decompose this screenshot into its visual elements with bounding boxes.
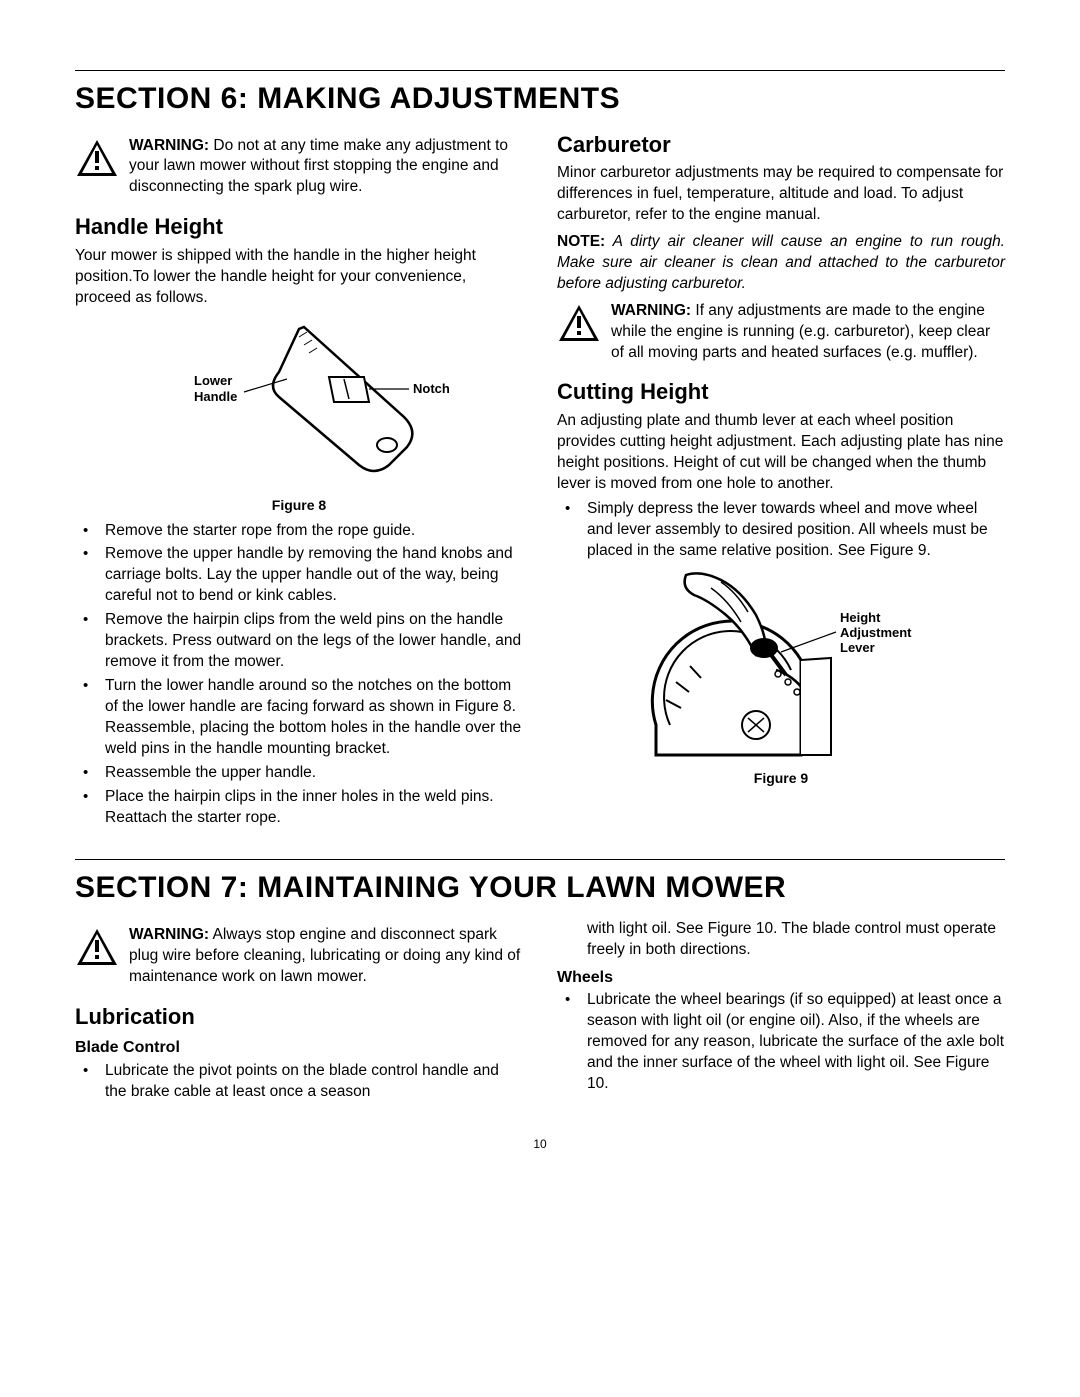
carburetor-note: NOTE: A dirty air cleaner will cause an … — [557, 232, 1005, 295]
figure8-caption: Figure 8 — [75, 496, 523, 515]
fig8-label-lower2: Handle — [194, 389, 237, 404]
handle-bullet: Remove the upper handle by removing the … — [75, 544, 523, 607]
fig9-label2: Adjustment — [840, 625, 912, 640]
fig8-label-notch: Notch — [413, 381, 449, 396]
handle-intro: Your mower is shipped with the handle in… — [75, 246, 523, 309]
section7-title: SECTION 7: MAINTAINING YOUR LAWN MOWER — [75, 868, 1005, 909]
note-text: A dirty air cleaner will cause an engine… — [557, 233, 1005, 292]
blade-bullets: Lubricate the pivot points on the blade … — [75, 1061, 523, 1103]
handle-height-title: Handle Height — [75, 212, 523, 242]
fig9-label1: Height — [840, 610, 881, 625]
handle-bullet: Reassemble the upper handle. — [75, 763, 523, 784]
section-divider — [75, 70, 1005, 71]
wheels-title: Wheels — [557, 967, 1005, 989]
warning-label: WARNING: — [129, 137, 209, 154]
fig8-label-lower1: Lower — [194, 373, 232, 388]
cutting-bullets: Simply depress the lever towards wheel a… — [557, 499, 1005, 562]
section6-right-col: Carburetor Minor carburetor adjustments … — [557, 130, 1005, 832]
cutting-bullet: Simply depress the lever towards wheel a… — [557, 499, 1005, 562]
warning-text: WARNING: Do not at any time make any adj… — [129, 136, 523, 199]
section-divider — [75, 859, 1005, 860]
warning-icon — [75, 138, 119, 185]
warning-icon — [557, 303, 601, 350]
handle-bullet: Remove the hairpin clips from the weld p… — [75, 610, 523, 673]
warning-text: WARNING: Always stop engine and disconne… — [129, 925, 523, 988]
section7-columns: WARNING: Always stop engine and disconne… — [75, 919, 1005, 1106]
figure9-caption: Figure 9 — [557, 769, 1005, 788]
fig9-label3: Lever — [840, 640, 875, 655]
warning-block: WARNING: If any adjustments are made to … — [557, 301, 1005, 368]
handle-bullet: Remove the starter rope from the rope gu… — [75, 521, 523, 542]
section6-left-col: WARNING: Do not at any time make any adj… — [75, 130, 523, 832]
warning-block: WARNING: Always stop engine and disconne… — [75, 925, 523, 992]
wheels-bullet: Lubricate the wheel bearings (if so equi… — [557, 990, 1005, 1095]
note-label: NOTE: — [557, 233, 605, 250]
figure8-wrap: Lower Handle Notch Figure 8 — [75, 317, 523, 515]
figure8-svg: Lower Handle Notch — [149, 317, 449, 487]
carburetor-intro: Minor carburetor adjustments may be requ… — [557, 163, 1005, 226]
wheels-bullets: Lubricate the wheel bearings (if so equi… — [557, 990, 1005, 1095]
warning-text-wrap: WARNING: Do not at any time make any adj… — [129, 136, 523, 203]
warning-text-wrap: WARNING: Always stop engine and disconne… — [129, 925, 523, 992]
cutting-intro: An adjusting plate and thumb lever at ea… — [557, 411, 1005, 495]
blade-control-title: Blade Control — [75, 1037, 523, 1059]
warning-block: WARNING: Do not at any time make any adj… — [75, 136, 523, 203]
page-number: 10 — [75, 1136, 1005, 1152]
lubrication-title: Lubrication — [75, 1002, 523, 1032]
blade-bullet: Lubricate the pivot points on the blade … — [75, 1061, 523, 1103]
section6-columns: WARNING: Do not at any time make any adj… — [75, 130, 1005, 832]
warning-label: WARNING: — [129, 926, 209, 943]
handle-bullet: Place the hairpin clips in the inner hol… — [75, 787, 523, 829]
handle-bullet: Turn the lower handle around so the notc… — [75, 676, 523, 760]
warning-icon — [75, 927, 119, 974]
figure9-svg: Height Adjustment Lever — [626, 570, 936, 760]
warning-label: WARNING: — [611, 302, 691, 319]
section7-left-col: WARNING: Always stop engine and disconne… — [75, 919, 523, 1106]
figure9-wrap: Height Adjustment Lever Figure 9 — [557, 570, 1005, 788]
carburetor-title: Carburetor — [557, 130, 1005, 160]
section6-title: SECTION 6: MAKING ADJUSTMENTS — [75, 79, 1005, 120]
handle-bullets: Remove the starter rope from the rope gu… — [75, 521, 523, 829]
blade-bullet-cont: with light oil. See Figure 10. The blade… — [557, 919, 1005, 961]
cutting-height-title: Cutting Height — [557, 377, 1005, 407]
section7-right-col: with light oil. See Figure 10. The blade… — [557, 919, 1005, 1106]
warning-text: WARNING: If any adjustments are made to … — [611, 301, 1005, 364]
warning-text-wrap: WARNING: If any adjustments are made to … — [611, 301, 1005, 368]
